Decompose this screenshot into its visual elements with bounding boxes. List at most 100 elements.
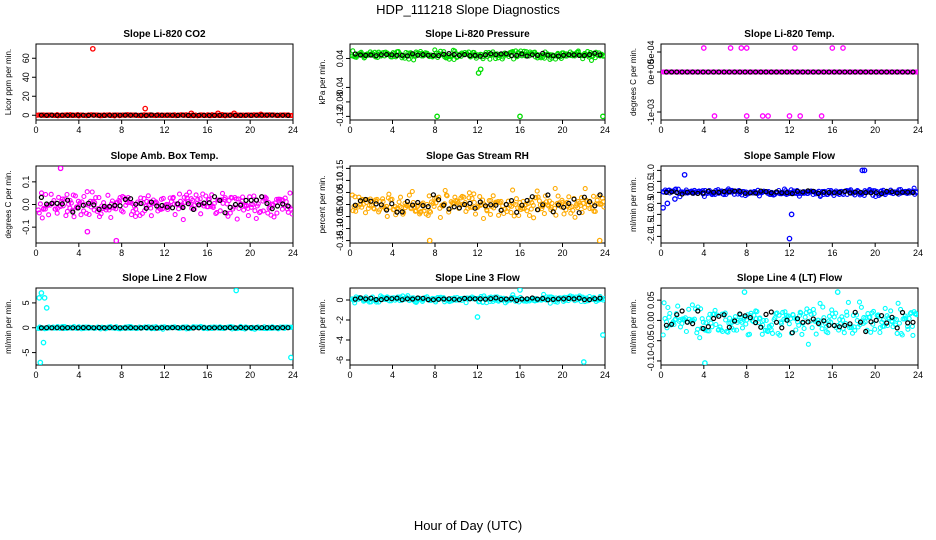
hourly-point xyxy=(112,202,118,208)
hourly-point xyxy=(773,189,780,195)
hourly-point xyxy=(363,296,369,302)
hourly-point xyxy=(726,69,732,75)
hourly-point xyxy=(253,325,260,331)
data-point xyxy=(287,190,293,196)
hourly-point xyxy=(169,205,176,211)
data-point xyxy=(241,207,247,213)
x-tick-label: 4 xyxy=(76,125,81,135)
hourly-point xyxy=(430,52,436,59)
hourly-point xyxy=(190,325,197,331)
data-point xyxy=(739,325,746,331)
data-point xyxy=(561,211,567,217)
hourly-point xyxy=(154,203,160,209)
hourly-point xyxy=(519,296,525,302)
y-axis-label: ml/min per min. xyxy=(318,299,327,354)
hourly-point xyxy=(175,201,181,207)
data-point xyxy=(841,330,847,336)
data-point xyxy=(508,209,514,216)
data-point xyxy=(555,193,561,199)
data-point xyxy=(46,212,52,218)
hourly-point xyxy=(773,69,780,75)
data-point xyxy=(686,306,692,312)
hourly-point xyxy=(493,51,499,58)
hourly-point xyxy=(566,295,572,301)
hourly-point xyxy=(206,200,212,206)
hourly-point xyxy=(446,296,452,302)
hourly-point xyxy=(352,296,358,302)
data-point xyxy=(465,205,471,211)
hourly-point xyxy=(873,69,879,75)
hourly-point xyxy=(227,325,233,331)
hourly-point xyxy=(571,52,577,58)
data-point xyxy=(172,212,178,218)
series-points xyxy=(36,288,293,365)
hourly-point xyxy=(38,325,45,331)
panel-3: Slope Li-820 Temp. degrees C per min. 0 4 8 1… xyxy=(629,29,923,135)
hourly-point xyxy=(128,325,134,331)
hourly-point xyxy=(410,51,416,57)
data-point xyxy=(895,300,901,306)
data-point xyxy=(845,299,851,305)
data-point xyxy=(38,190,45,196)
hourly-point xyxy=(868,319,874,325)
outlier-point xyxy=(580,359,587,365)
hourly-point xyxy=(566,52,572,58)
data-point xyxy=(64,208,70,214)
data-point xyxy=(906,315,912,322)
hourly-point xyxy=(519,51,525,57)
hourly-point xyxy=(101,203,107,209)
hourly-point xyxy=(571,196,577,202)
hourly-point xyxy=(96,112,102,118)
panel-2: Slope Li-820 Pressure kPa per min. 0 4 8 12 16… xyxy=(318,29,610,135)
hourly-point xyxy=(196,202,202,208)
x-tick-label: 0 xyxy=(658,248,663,258)
data-point xyxy=(380,196,386,202)
outlier-point xyxy=(596,237,603,243)
data-point xyxy=(233,196,239,202)
outlier-point xyxy=(738,45,745,51)
hourly-point xyxy=(410,202,416,208)
y-tick-label: -0.5 xyxy=(646,196,656,212)
hourly-point xyxy=(64,325,71,331)
x-tick-label: 20 xyxy=(245,125,255,135)
data-point xyxy=(572,214,578,220)
hourly-point xyxy=(211,194,218,200)
data-point xyxy=(813,331,819,337)
hourly-point xyxy=(716,313,722,319)
hourly-point xyxy=(85,325,92,331)
hourly-point xyxy=(550,296,556,302)
data-point xyxy=(582,204,588,210)
y-tick-label: -2.0 xyxy=(646,229,656,245)
y-tick-label: 0 xyxy=(21,325,31,330)
hourly-point xyxy=(175,325,181,331)
data-point xyxy=(799,331,805,337)
hourly-point xyxy=(889,189,895,195)
hourly-point xyxy=(555,202,562,208)
hourly-point xyxy=(243,112,249,118)
hourly-point xyxy=(482,52,489,58)
panel-title: Slope Li-820 Temp. xyxy=(744,29,835,40)
hourly-point xyxy=(232,201,239,208)
outlier-point xyxy=(702,360,708,365)
hourly-point xyxy=(169,325,176,331)
data-point xyxy=(183,192,190,198)
y-tick-label: 1.0 xyxy=(646,164,656,177)
hourly-point xyxy=(508,52,515,59)
hourly-point xyxy=(211,112,218,118)
hourly-point xyxy=(534,52,541,59)
hourly-point xyxy=(794,69,801,75)
hourly-point xyxy=(742,190,748,196)
data-point xyxy=(406,192,412,198)
data-point xyxy=(808,311,814,317)
data-point xyxy=(461,194,467,200)
hourly-point xyxy=(689,321,696,327)
hourly-point xyxy=(211,325,218,331)
hourly-point xyxy=(540,50,546,56)
x-tick-label: 24 xyxy=(288,125,298,135)
hourly-point xyxy=(430,297,436,303)
hourly-point xyxy=(101,112,107,118)
data-point xyxy=(279,206,285,212)
hourly-point xyxy=(472,52,478,59)
panel-title: Slope Gas Stream RH xyxy=(426,151,529,162)
